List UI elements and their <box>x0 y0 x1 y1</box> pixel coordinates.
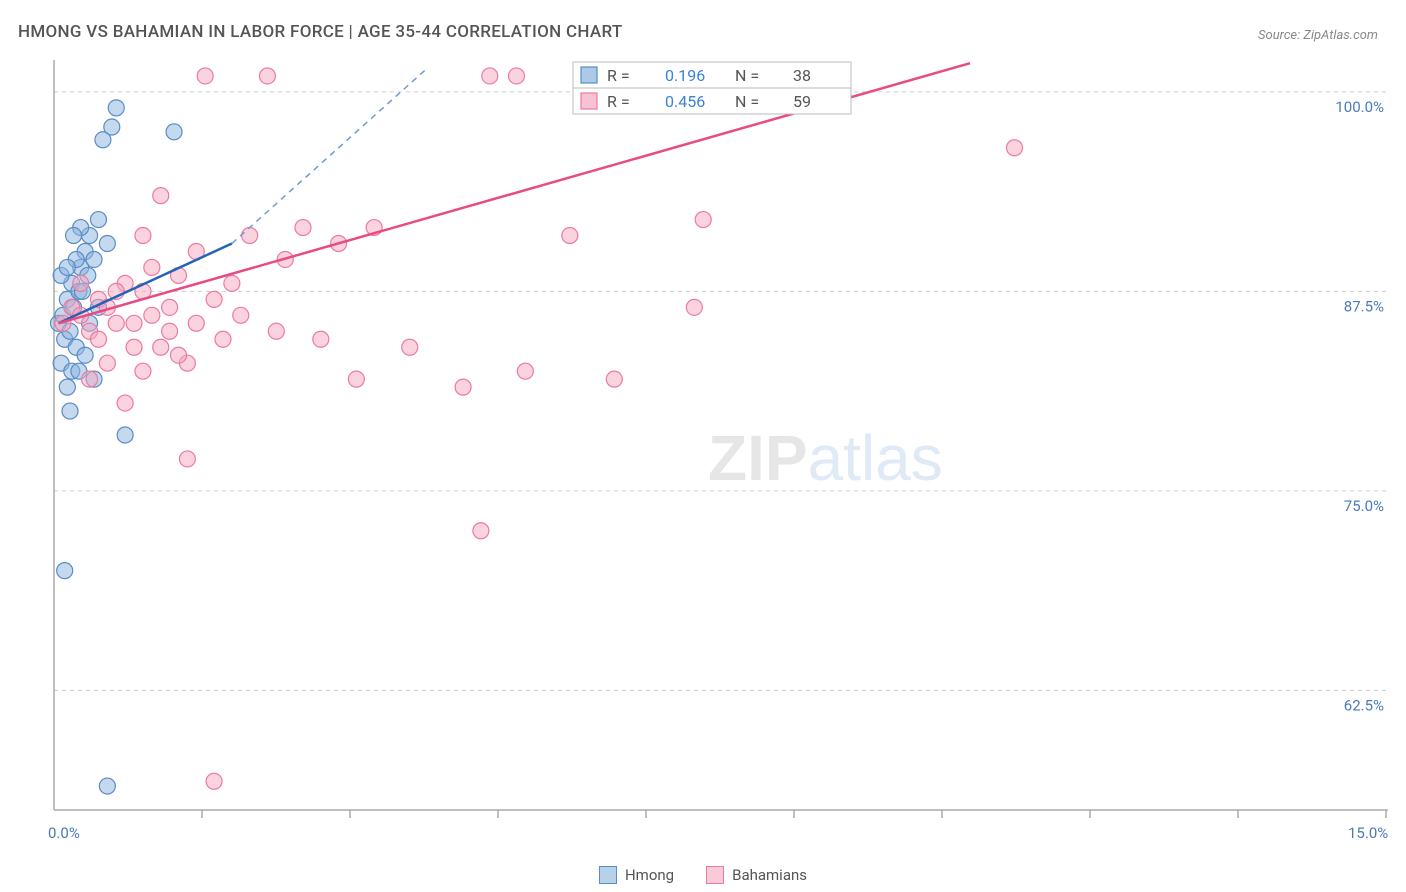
x-min-label: 0.0% <box>48 824 80 842</box>
bottom-legend: Hmong Bahamians <box>599 866 807 884</box>
x-max-label: 15.0% <box>1348 824 1388 842</box>
svg-text:87.5%: 87.5% <box>1344 297 1384 315</box>
svg-text:N =: N = <box>735 66 759 85</box>
svg-text:62.5%: 62.5% <box>1344 696 1384 714</box>
chart-title: HMONG VS BAHAMIAN IN LABOR FORCE | AGE 3… <box>18 22 623 42</box>
legend-swatch-blue <box>599 866 617 884</box>
legend-label-2: Bahamians <box>732 866 807 884</box>
chart-area: ZIPatlas 62.5% 75.0% 87.5% 100.0% R = 0.196 N… <box>48 50 1396 844</box>
watermark-text-2: atlas <box>808 422 943 494</box>
legend-item-hmong: Hmong <box>599 866 674 884</box>
svg-text:100.0%: 100.0% <box>1335 98 1384 116</box>
scatter-chart-svg: ZIPatlas 62.5% 75.0% 87.5% 100.0% R = 0.196 N… <box>48 50 1396 844</box>
svg-text:0.196: 0.196 <box>665 66 705 85</box>
stats-legend: R = 0.196 N = 38 R = 0.456 N = 59 <box>573 62 851 114</box>
svg-text:N =: N = <box>735 92 759 111</box>
legend-item-bahamians: Bahamians <box>706 866 807 884</box>
svg-text:R =: R = <box>607 66 630 85</box>
legend-swatch-pink <box>706 866 724 884</box>
svg-text:59: 59 <box>793 92 811 111</box>
legend-label-1: Hmong <box>625 866 674 884</box>
svg-text:38: 38 <box>793 66 811 85</box>
svg-text:R =: R = <box>607 92 630 111</box>
grid-lines: 62.5% 75.0% 87.5% 100.0% <box>54 92 1388 714</box>
watermark-text-1: ZIP <box>708 422 808 494</box>
source-credit: Source: ZipAtlas.com <box>1258 28 1378 43</box>
svg-text:75.0%: 75.0% <box>1344 497 1384 515</box>
watermark: ZIPatlas <box>708 422 943 494</box>
svg-text:0.456: 0.456 <box>665 92 705 111</box>
